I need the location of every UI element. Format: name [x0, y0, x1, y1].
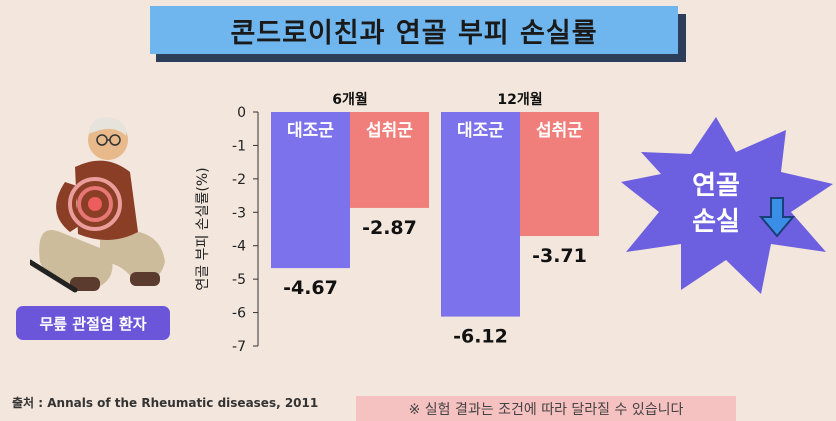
elderly-man-illustration	[30, 117, 165, 293]
data-label: -6.12	[453, 326, 508, 348]
y-tick-label: -1	[232, 138, 246, 154]
patient-label: 무릎 관절염 환자	[16, 306, 170, 340]
y-tick-label: -3	[232, 205, 246, 221]
data-label: -3.71	[532, 245, 587, 267]
y-tick-label: -2	[232, 172, 246, 188]
series-label: 섭취군	[366, 120, 413, 141]
cartilage-loss-badge: 연골 손실	[621, 117, 833, 294]
y-tick-label: -4	[232, 239, 246, 255]
title-banner: 콘드로이친과 연골 부피 손실률	[150, 6, 686, 62]
disclaimer-note: ※ 실험 결과는 조건에 따라 달라질 수 있습니다	[356, 396, 736, 421]
bar-control	[271, 112, 350, 269]
starburst-shape	[621, 117, 833, 294]
y-tick-label: 0	[237, 105, 246, 121]
badge-line2: 손실	[692, 207, 740, 237]
y-tick-label: -7	[232, 339, 246, 355]
series-label: 대조군	[457, 121, 504, 141]
y-tick-label: -5	[232, 272, 246, 288]
bar-control	[441, 112, 520, 317]
data-label: -2.87	[362, 217, 417, 239]
page-title: 콘드로이친과 연골 부피 손실률	[150, 6, 678, 54]
down-arrow-icon	[758, 197, 796, 238]
source-citation: 출처 : Annals of the Rheumatic diseases, 2…	[12, 396, 319, 410]
bar-intake	[520, 112, 599, 237]
category-label: 12개월	[497, 91, 542, 108]
bar-intake	[350, 112, 429, 208]
category-label: 6개월	[332, 91, 368, 108]
series-label: 섭취군	[536, 120, 583, 141]
y-axis-title: 연골 부피 손실률(%)	[195, 167, 211, 290]
y-tick-label: -6	[232, 306, 246, 322]
series-label: 대조군	[287, 121, 334, 141]
data-label: -4.67	[283, 277, 338, 299]
badge-line1: 연골	[692, 171, 740, 201]
